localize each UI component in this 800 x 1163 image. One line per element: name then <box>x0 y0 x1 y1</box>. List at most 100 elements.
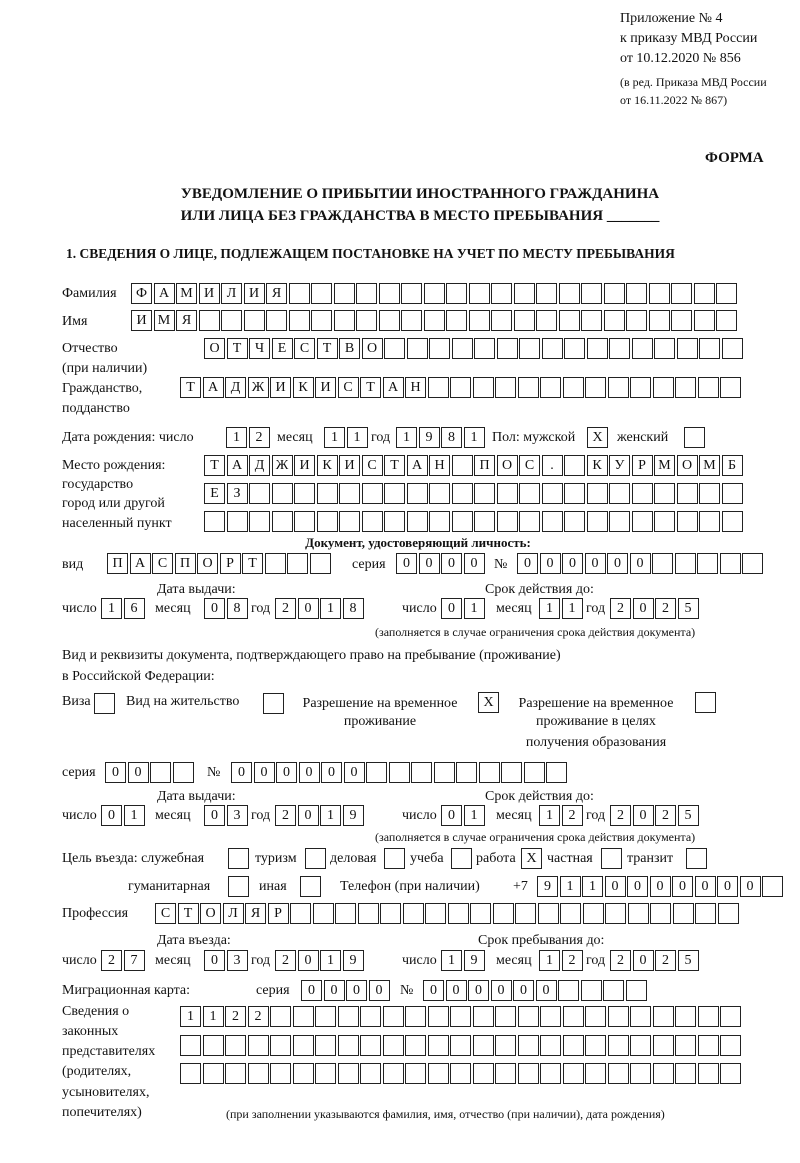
char-box[interactable] <box>247 1035 269 1056</box>
char-box[interactable] <box>630 1006 651 1027</box>
char-box[interactable] <box>406 483 428 504</box>
char-box[interactable]: 0 <box>539 553 561 574</box>
char-box[interactable] <box>401 283 422 304</box>
char-box[interactable]: И <box>198 283 220 304</box>
char-box[interactable] <box>405 1006 426 1027</box>
char-box[interactable] <box>380 903 401 924</box>
char-box[interactable]: 1 <box>559 876 581 897</box>
char-box[interactable]: 0 <box>346 980 367 1001</box>
char-box[interactable] <box>472 1063 494 1084</box>
checkbox-cell[interactable] <box>300 876 321 897</box>
char-box[interactable]: Д <box>225 377 246 398</box>
char-box[interactable] <box>225 1035 246 1056</box>
char-box[interactable] <box>266 310 287 331</box>
char-box[interactable]: 1 <box>539 598 560 619</box>
char-box[interactable]: 0 <box>584 553 606 574</box>
char-box[interactable]: А <box>382 377 404 398</box>
char-box[interactable] <box>249 511 270 532</box>
char-box[interactable] <box>699 511 720 532</box>
char-box[interactable]: М <box>654 455 675 476</box>
char-box[interactable]: 0 <box>297 805 319 826</box>
char-box[interactable] <box>537 903 559 924</box>
char-box[interactable]: 0 <box>632 805 654 826</box>
char-box[interactable] <box>270 1035 291 1056</box>
char-box[interactable]: 1 <box>226 427 247 448</box>
char-box[interactable] <box>716 283 737 304</box>
char-box[interactable]: 0 <box>204 950 225 971</box>
char-box[interactable] <box>652 1035 674 1056</box>
char-box[interactable] <box>721 483 743 504</box>
char-box[interactable] <box>360 1006 381 1027</box>
char-box[interactable] <box>427 1035 449 1056</box>
char-box[interactable] <box>581 310 602 331</box>
char-box[interactable]: 0 <box>396 553 417 574</box>
char-box[interactable] <box>474 511 495 532</box>
char-box[interactable]: С <box>361 455 383 476</box>
checkbox-cell[interactable] <box>94 693 115 714</box>
char-box[interactable] <box>309 553 331 574</box>
char-box[interactable] <box>180 1035 201 1056</box>
char-box[interactable] <box>446 283 467 304</box>
char-box[interactable] <box>425 903 446 924</box>
char-box[interactable]: У <box>609 455 630 476</box>
char-box[interactable] <box>564 338 585 359</box>
char-box[interactable]: 1 <box>346 427 368 448</box>
char-box[interactable] <box>517 1063 539 1084</box>
char-box[interactable] <box>311 283 332 304</box>
char-box[interactable] <box>337 1063 359 1084</box>
char-box[interactable]: Р <box>267 903 289 924</box>
char-box[interactable] <box>513 310 535 331</box>
char-box[interactable] <box>384 483 405 504</box>
char-box[interactable]: О <box>676 455 698 476</box>
char-box[interactable] <box>478 762 500 783</box>
char-box[interactable] <box>648 283 670 304</box>
char-box[interactable]: 7 <box>123 950 145 971</box>
char-box[interactable] <box>697 1063 719 1084</box>
char-box[interactable] <box>339 483 360 504</box>
char-box[interactable]: П <box>474 455 495 476</box>
char-box[interactable] <box>541 483 563 504</box>
char-box[interactable] <box>699 483 720 504</box>
char-box[interactable]: П <box>107 553 128 574</box>
char-box[interactable] <box>292 1006 314 1027</box>
char-box[interactable] <box>316 483 338 504</box>
char-box[interactable]: 9 <box>342 950 364 971</box>
char-box[interactable] <box>378 310 400 331</box>
char-box[interactable] <box>495 1006 516 1027</box>
char-box[interactable]: 2 <box>275 950 296 971</box>
char-box[interactable] <box>388 762 410 783</box>
char-box[interactable]: Е <box>271 338 293 359</box>
char-box[interactable]: 0 <box>463 553 485 574</box>
char-box[interactable]: 2 <box>561 950 583 971</box>
char-box[interactable] <box>558 310 580 331</box>
char-box[interactable] <box>491 310 512 331</box>
char-box[interactable]: 0 <box>441 553 462 574</box>
char-box[interactable]: 2 <box>655 950 676 971</box>
char-box[interactable] <box>605 903 626 924</box>
char-box[interactable]: 2 <box>561 805 583 826</box>
char-box[interactable] <box>429 338 450 359</box>
char-box[interactable] <box>582 903 604 924</box>
char-box[interactable]: 0 <box>607 553 628 574</box>
char-box[interactable] <box>264 553 286 574</box>
char-box[interactable] <box>433 762 455 783</box>
char-box[interactable] <box>630 1035 651 1056</box>
char-box[interactable]: 2 <box>248 427 270 448</box>
char-box[interactable] <box>742 553 763 574</box>
char-box[interactable]: 5 <box>677 805 699 826</box>
char-box[interactable]: . <box>541 455 563 476</box>
char-box[interactable]: А <box>153 283 175 304</box>
char-box[interactable]: 1 <box>463 427 485 448</box>
char-box[interactable] <box>513 283 535 304</box>
char-box[interactable]: 1 <box>561 598 583 619</box>
char-box[interactable] <box>675 377 696 398</box>
char-box[interactable] <box>333 283 355 304</box>
char-box[interactable] <box>360 1063 381 1084</box>
char-box[interactable] <box>654 483 675 504</box>
char-box[interactable]: С <box>155 903 176 924</box>
char-box[interactable]: З <box>226 483 248 504</box>
char-box[interactable]: 9 <box>418 427 440 448</box>
char-box[interactable] <box>586 483 608 504</box>
char-box[interactable] <box>560 903 581 924</box>
char-box[interactable] <box>339 511 360 532</box>
